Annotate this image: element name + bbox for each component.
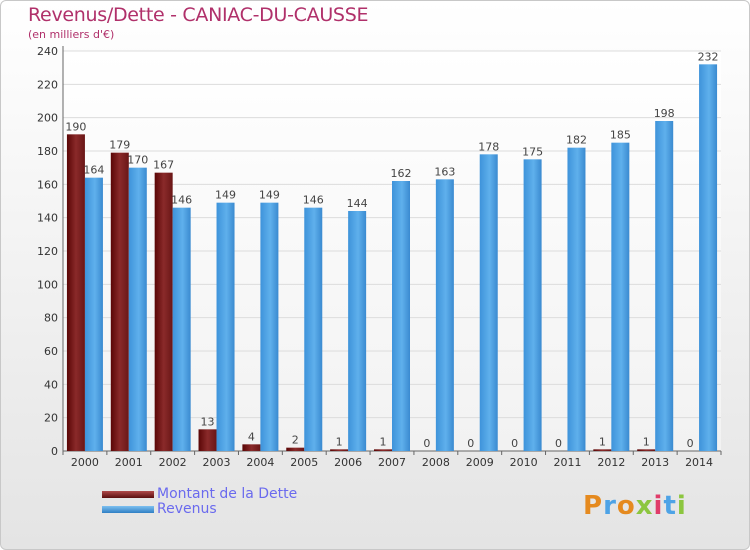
bar-revenue [523, 159, 542, 452]
x-tick-label: 2012 [597, 456, 625, 469]
data-label-debt: 179 [109, 139, 130, 152]
proxiti-logo: Proxiti [583, 491, 687, 521]
chart-title: Revenus/Dette - CANIAC-DU-CAUSSE [28, 4, 369, 26]
y-tick-label: 80 [44, 312, 58, 325]
legend-swatch-debt [102, 491, 154, 498]
legend-label-debt: Montant de la Dette [157, 486, 298, 502]
data-label-debt: 0 [511, 437, 518, 450]
bar-debt [110, 152, 129, 451]
x-tick-label: 2010 [510, 456, 538, 469]
bar-revenue [304, 207, 323, 451]
data-label-revenue: 149 [215, 189, 236, 202]
x-tick-label: 2014 [685, 456, 713, 469]
bar-debt [66, 134, 85, 452]
data-label-debt: 0 [555, 437, 562, 450]
x-tick-label: 2003 [203, 456, 231, 469]
logo-letter: o [616, 491, 636, 521]
data-label-debt: 13 [201, 415, 215, 428]
bar-revenue [699, 64, 718, 452]
data-label-revenue: 175 [522, 145, 543, 158]
bar-revenue [655, 121, 674, 451]
data-label-revenue: 185 [610, 129, 631, 142]
x-tick-label: 2001 [115, 456, 143, 469]
x-tick-label: 2009 [466, 456, 494, 469]
x-tick-label: 2011 [553, 456, 581, 469]
y-tick-label: 120 [37, 245, 58, 258]
data-label-debt: 1 [643, 435, 650, 448]
y-tick-label: 20 [44, 412, 58, 425]
y-tick-label: 220 [37, 78, 58, 91]
data-label-debt: 2 [292, 434, 299, 447]
bar-debt [374, 449, 392, 451]
y-tick-label: 100 [37, 278, 58, 291]
bar-revenue [84, 177, 103, 451]
data-label-debt: 190 [65, 120, 86, 133]
x-tick-label: 2004 [246, 456, 274, 469]
y-tick-label: 240 [37, 45, 58, 58]
data-label-revenue: 149 [259, 189, 280, 202]
logo-letter: t [663, 491, 677, 521]
bar-revenue [479, 154, 498, 452]
y-tick-label: 40 [44, 378, 58, 391]
data-label-debt: 0 [687, 437, 694, 450]
bar-revenue [611, 142, 630, 451]
chart-subtitle: (en milliers d'€) [28, 28, 115, 41]
data-label-debt: 167 [153, 159, 174, 172]
y-tick-label: 60 [44, 345, 58, 358]
data-label-revenue: 162 [391, 167, 412, 180]
data-label-revenue: 178 [478, 140, 499, 153]
bar-debt [637, 449, 656, 451]
data-label-debt: 1 [599, 435, 606, 448]
bar-debt [242, 444, 261, 451]
bar-revenue [567, 147, 586, 451]
y-tick-label: 160 [37, 178, 58, 191]
bar-debt [154, 172, 173, 451]
data-label-debt: 0 [467, 437, 474, 450]
y-tick-label: 180 [37, 145, 58, 158]
data-label-debt: 1 [380, 435, 387, 448]
bar-revenue [392, 181, 410, 451]
x-tick-label: 2007 [378, 456, 406, 469]
data-label-debt: 0 [423, 437, 430, 450]
bar-revenue [128, 167, 147, 451]
bar-revenue [348, 211, 367, 451]
data-label-debt: 1 [336, 435, 343, 448]
bar-debt [198, 429, 217, 451]
data-label-revenue: 146 [171, 194, 192, 207]
logo-letter: i [676, 491, 687, 521]
data-label-revenue: 164 [83, 164, 104, 177]
x-tick-label: 2008 [422, 456, 450, 469]
bar-debt [593, 449, 612, 451]
data-label-revenue: 163 [434, 165, 455, 178]
y-tick-label: 0 [51, 445, 58, 458]
bar-revenue [435, 179, 454, 452]
logo-letter: P [583, 491, 604, 521]
bar-revenue [260, 202, 279, 451]
y-tick-label: 200 [37, 112, 58, 125]
x-tick-label: 2002 [159, 456, 187, 469]
data-label-revenue: 198 [654, 107, 675, 120]
x-tick-label: 2000 [71, 456, 99, 469]
legend-label-revenue: Revenus [157, 501, 217, 517]
bar-debt [286, 447, 305, 451]
data-label-revenue: 170 [127, 154, 148, 167]
data-label-revenue: 232 [698, 50, 719, 63]
logo-letter: x [635, 491, 654, 521]
data-label-revenue: 144 [347, 197, 368, 210]
y-tick-label: 140 [37, 212, 58, 225]
bar-revenue [172, 207, 191, 451]
x-tick-label: 2006 [334, 456, 362, 469]
data-label-revenue: 182 [566, 134, 587, 147]
logo-letter: i [653, 491, 664, 521]
logo-letter: r [603, 491, 617, 521]
x-tick-label: 2013 [641, 456, 669, 469]
legend-swatch-revenue [102, 506, 154, 513]
bar-debt [330, 449, 349, 451]
data-label-revenue: 146 [303, 194, 324, 207]
x-tick-label: 2005 [290, 456, 318, 469]
bar-revenue [216, 202, 235, 451]
data-label-debt: 4 [248, 430, 255, 443]
